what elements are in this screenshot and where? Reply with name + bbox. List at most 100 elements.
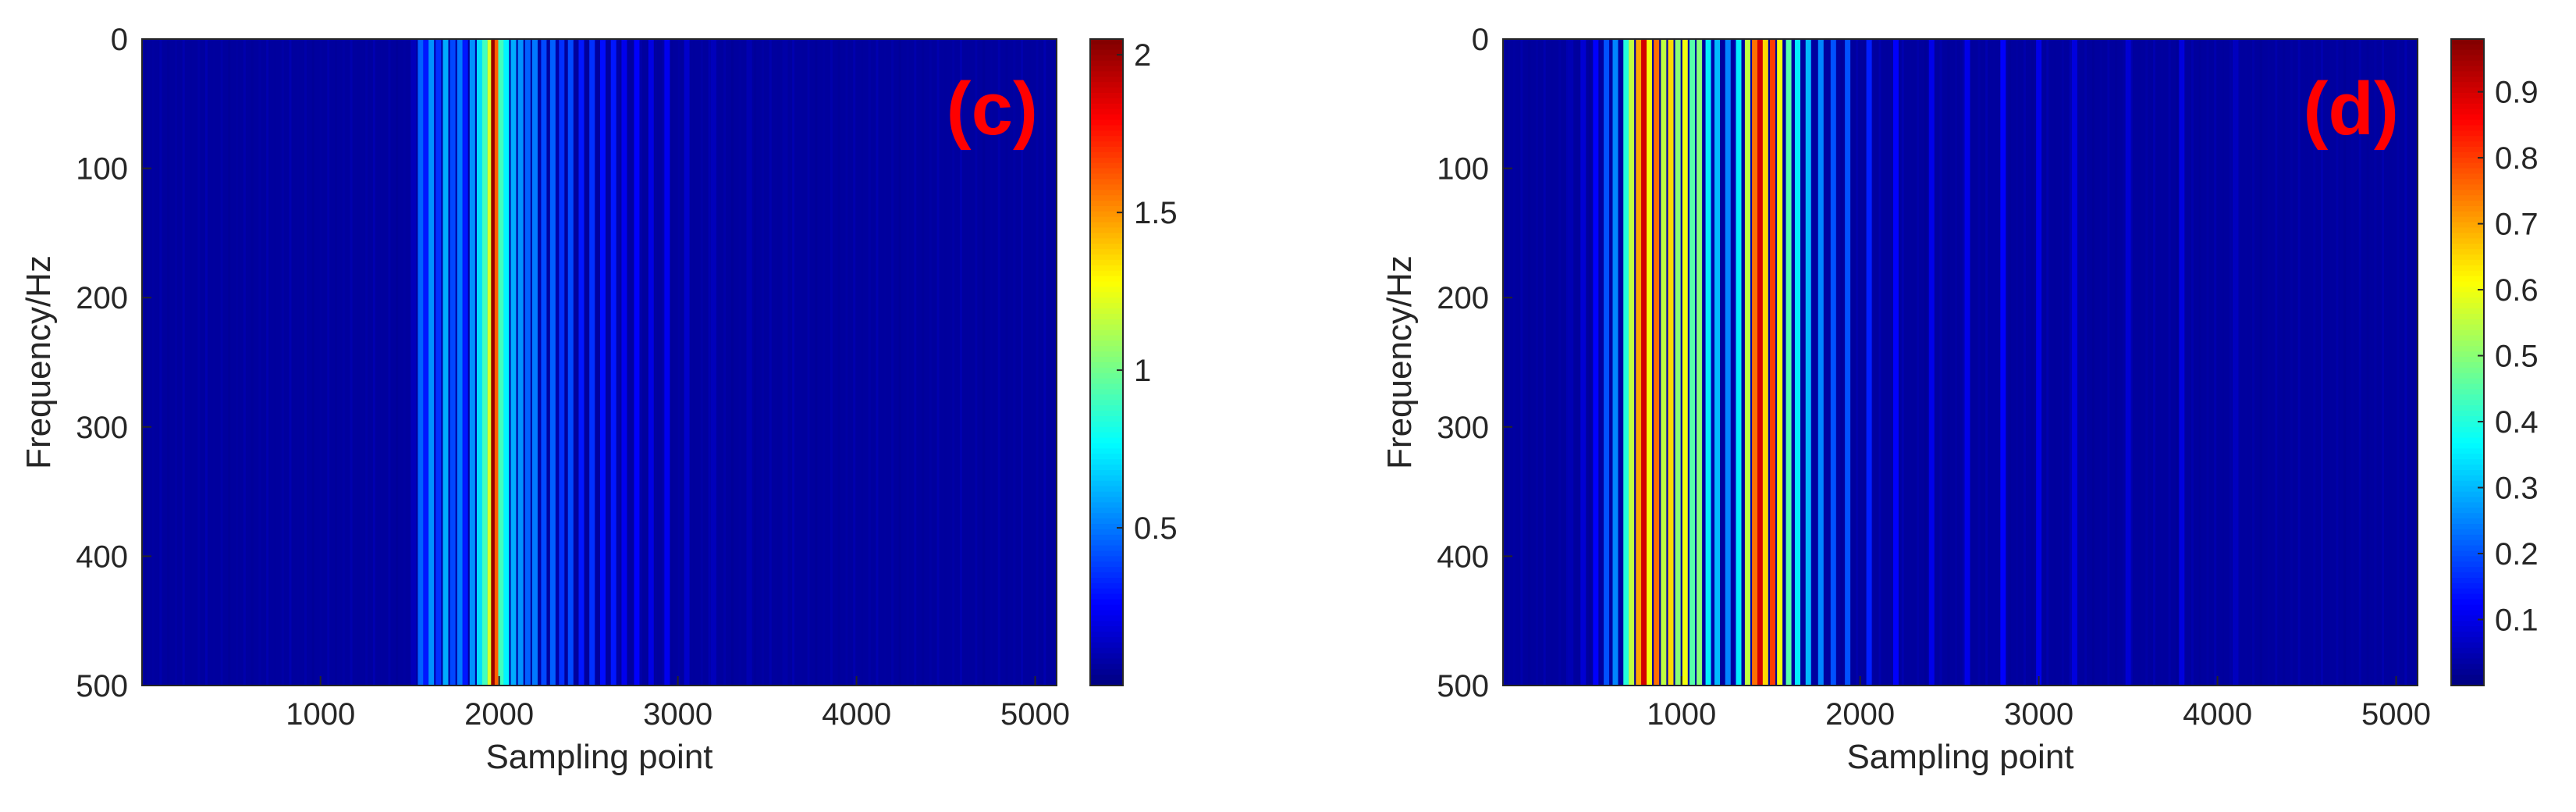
colorbar-segment: [2451, 556, 2484, 563]
heatmap-band: [457, 39, 463, 686]
x-tick-label: 5000: [2361, 697, 2431, 732]
background-stripe: [2283, 39, 2286, 686]
colorbar-segment: [2451, 39, 2484, 45]
heatmap-band: [541, 39, 547, 686]
colorbar-segment: [2451, 87, 2484, 94]
heatmap-band: [1928, 39, 1935, 686]
colorbar-segment: [1090, 265, 1123, 272]
heatmap-band: [1629, 39, 1635, 686]
background-stripe: [663, 39, 666, 686]
colorbar-tick-label: 1: [1134, 354, 1151, 388]
heatmap-band: [1805, 39, 1811, 686]
heatmap-band: [1641, 39, 1647, 686]
colorbar-segment: [1090, 421, 1123, 428]
heatmap-band: [684, 39, 690, 686]
colorbar-segment: [1090, 357, 1123, 363]
background-stripe: [350, 39, 353, 686]
background-stripe: [906, 39, 909, 686]
colorbar-segment: [2451, 297, 2484, 304]
colorbar-segment: [2451, 98, 2484, 105]
heatmap-band: [621, 39, 627, 686]
colorbar-segment: [1090, 647, 1123, 654]
background-stripe: [1558, 39, 1562, 686]
background-stripe: [228, 39, 231, 686]
background-stripe: [2061, 39, 2064, 686]
colorbar-segment: [2451, 157, 2484, 164]
background-stripe: [860, 39, 863, 686]
colorbar-segment: [1090, 244, 1123, 251]
colorbar-segment: [2451, 675, 2484, 682]
background-stripe: [2313, 39, 2316, 686]
background-stripe: [1703, 39, 1706, 686]
colorbar-segment: [1090, 71, 1123, 78]
colorbar-segment: [2451, 599, 2484, 606]
colorbar-tick-label: 0.3: [2495, 472, 2539, 506]
colorbar-segment: [1090, 66, 1123, 73]
background-stripe: [1977, 39, 1981, 686]
colorbar-segment: [2451, 162, 2484, 169]
colorbar-segment: [2451, 367, 2484, 374]
background-stripe: [1028, 39, 1031, 686]
colorbar-segment: [1090, 367, 1123, 374]
background-stripe: [297, 39, 300, 686]
colorbar-segment: [2451, 582, 2484, 589]
heatmap-band: [549, 39, 556, 686]
colorbar-segment: [2451, 443, 2484, 450]
background-stripe: [1528, 39, 1531, 686]
background-stripe: [2237, 39, 2240, 686]
colorbar-tick-label: 0.2: [2495, 537, 2539, 572]
colorbar-segment: [2451, 82, 2484, 89]
colorbar-segment: [2451, 184, 2484, 191]
x-tick-label: 1000: [1647, 697, 1716, 732]
heatmap-band: [1647, 39, 1653, 686]
background-stripe: [236, 39, 239, 686]
colorbar-segment: [1090, 465, 1123, 471]
heatmap-band: [1845, 39, 1851, 686]
colorbar-segment: [2451, 508, 2484, 515]
colorbar-segment: [1090, 459, 1123, 466]
colorbar-segment: [1090, 491, 1123, 498]
colorbar-segment: [1090, 389, 1123, 396]
colorbar-segment: [2451, 201, 2484, 207]
colorbar-segment: [1090, 502, 1123, 509]
colorbar-segment: [1090, 44, 1123, 51]
background-stripe: [799, 39, 802, 686]
x-tick-label: 2000: [1825, 697, 1895, 732]
background-stripe: [815, 39, 818, 686]
background-stripe: [2130, 39, 2133, 686]
background-stripe: [1985, 39, 1988, 686]
heatmap-band: [517, 39, 524, 686]
colorbar-segment: [1090, 416, 1123, 422]
colorbar-segment: [2451, 610, 2484, 617]
colorbar-segment: [2451, 66, 2484, 73]
background-stripe: [792, 39, 795, 686]
background-stripe: [1901, 39, 1904, 686]
heatmap-band: [487, 39, 493, 686]
heatmap-band: [1785, 39, 1792, 686]
colorbar-segment: [2451, 497, 2484, 504]
colorbar-segment: [1090, 346, 1123, 353]
background-stripe: [2069, 39, 2072, 686]
heatmap-band: [1580, 39, 1586, 686]
colorbar-segment: [1090, 578, 1123, 584]
heatmap-band: [1697, 39, 1703, 686]
colorbar-segment: [2451, 276, 2484, 283]
background-stripe: [289, 39, 292, 686]
colorbar-segment: [1090, 287, 1123, 294]
background-stripe: [769, 39, 772, 686]
colorbar-segment: [2451, 227, 2484, 234]
background-stripe: [944, 39, 947, 686]
background-stripe: [2145, 39, 2148, 686]
colorbar-segment: [2451, 130, 2484, 137]
colorbar-frame: [1089, 38, 1124, 686]
background-stripe: [2343, 39, 2347, 686]
colorbar-tick-label: 0.7: [2495, 208, 2539, 242]
colorbar-segment: [1090, 276, 1123, 283]
background-stripe: [2160, 39, 2163, 686]
colorbar-segment: [2451, 486, 2484, 493]
background-stripe: [2206, 39, 2209, 686]
heatmap-band: [449, 39, 456, 686]
colorbar-tick-label: 1.5: [1134, 196, 1178, 230]
background-stripe: [936, 39, 940, 686]
background-stripe: [929, 39, 932, 686]
